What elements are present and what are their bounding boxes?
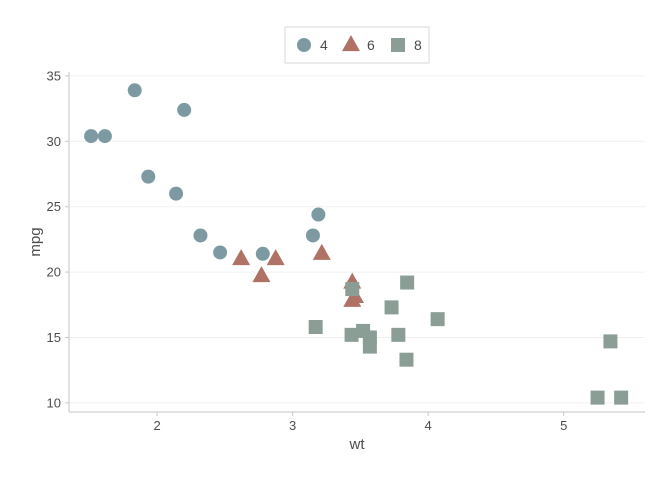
axes: [68, 72, 645, 413]
x-tick-label: 4: [425, 418, 432, 433]
data-point-circle: [193, 228, 208, 243]
grid: [65, 75, 645, 416]
data-point-circle: [169, 186, 184, 201]
data-point-square: [391, 327, 406, 342]
data-point-square: [603, 334, 618, 349]
data-point-square: [345, 282, 360, 297]
data-point-circle: [97, 129, 112, 144]
legend-label: 4: [320, 37, 328, 53]
y-tick-label: 35: [47, 68, 61, 83]
data-point-triangle: [312, 243, 331, 260]
data-point-square: [308, 320, 323, 334]
data-point-circle: [127, 83, 142, 98]
data-point-square: [590, 390, 605, 405]
data-point-square: [344, 327, 359, 342]
data-point-square: [400, 275, 415, 290]
x-tick-label: 2: [153, 418, 160, 433]
data-point-circle: [177, 102, 192, 117]
data-point-square: [430, 312, 445, 327]
y-tick-label: 10: [47, 395, 61, 410]
data-point-circle: [255, 246, 270, 261]
legend-key-square: [391, 38, 405, 52]
legend-label: 6: [367, 37, 375, 53]
y-tick-label: 25: [47, 199, 61, 214]
legend-key-triangle: [342, 35, 360, 52]
data-point-circle: [84, 129, 99, 144]
data-point-circle: [311, 207, 326, 222]
y-axis-title: mpg: [27, 227, 44, 256]
legend-key-circle: [297, 38, 311, 52]
y-tick-label: 20: [47, 265, 61, 280]
y-tick-label: 30: [47, 134, 61, 149]
x-tick-label: 5: [560, 418, 567, 433]
data-point-triangle: [232, 249, 251, 266]
data-point-square: [362, 330, 377, 345]
legend-label: 8: [414, 37, 422, 53]
data-points: [84, 83, 629, 405]
data-point-circle: [141, 169, 156, 184]
x-axis-title: wt: [349, 436, 366, 453]
data-point-square: [384, 300, 399, 315]
y-tick-label: 15: [47, 330, 61, 345]
x-tick-label: 3: [289, 418, 296, 433]
data-point-circle: [213, 245, 228, 260]
data-point-square: [614, 390, 629, 405]
legend: 4 6 8: [284, 26, 430, 64]
data-point-triangle: [252, 266, 271, 283]
data-point-square: [399, 352, 414, 367]
tick-labels: 10 15 20 25 30 35 2 3 4 5: [47, 68, 568, 433]
data-point-triangle: [266, 249, 285, 266]
data-point-circle: [305, 228, 320, 243]
